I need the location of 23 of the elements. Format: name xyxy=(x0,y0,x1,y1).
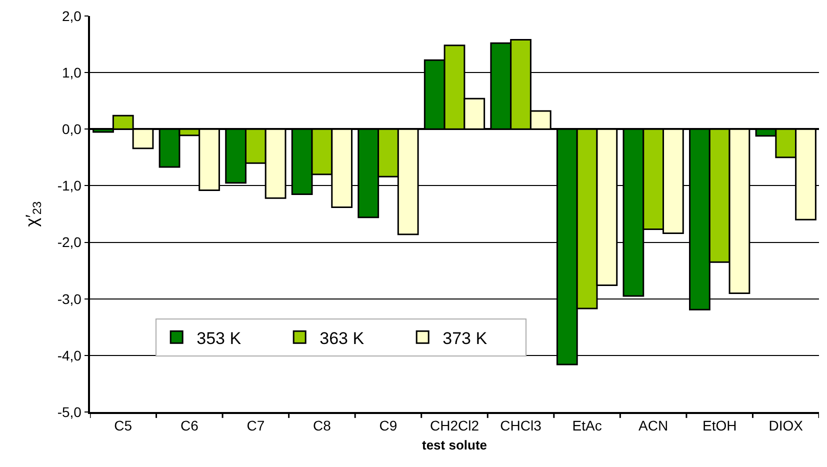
y-tick-label: -1,0 xyxy=(57,178,82,194)
x-tick-label: EtOH xyxy=(702,418,737,434)
x-tick-label: CHCl3 xyxy=(500,418,542,434)
legend-label: 363 K xyxy=(320,328,365,348)
y-tick-label: 2,0 xyxy=(62,8,82,24)
y-tick-label: -2,0 xyxy=(57,234,82,250)
y-tick-label: -4,0 xyxy=(57,347,82,364)
x-tick-label: C9 xyxy=(379,418,398,434)
x-tick-label: C5 xyxy=(114,418,132,434)
x-tick-label: CH2Cl2 xyxy=(430,418,480,434)
y-tick-label: 0,0 xyxy=(62,121,82,138)
x-tick-label: C6 xyxy=(180,418,199,434)
x-tick-label: DIOX xyxy=(768,418,804,434)
x-tick-label: ACN xyxy=(638,418,668,434)
x-tick-label: C8 xyxy=(312,418,332,434)
x-tick-label: EtAc xyxy=(572,418,602,434)
y-tick-label: -5,0 xyxy=(57,404,82,420)
y-tick-label: -3,0 xyxy=(57,290,82,307)
x-tick-label: C7 xyxy=(246,418,265,434)
legend-label: 373 K xyxy=(442,328,488,348)
legend-label: 353 K xyxy=(196,328,242,348)
x-axis-title: test solute xyxy=(422,438,488,453)
y-tick-label: 1,0 xyxy=(62,64,82,80)
